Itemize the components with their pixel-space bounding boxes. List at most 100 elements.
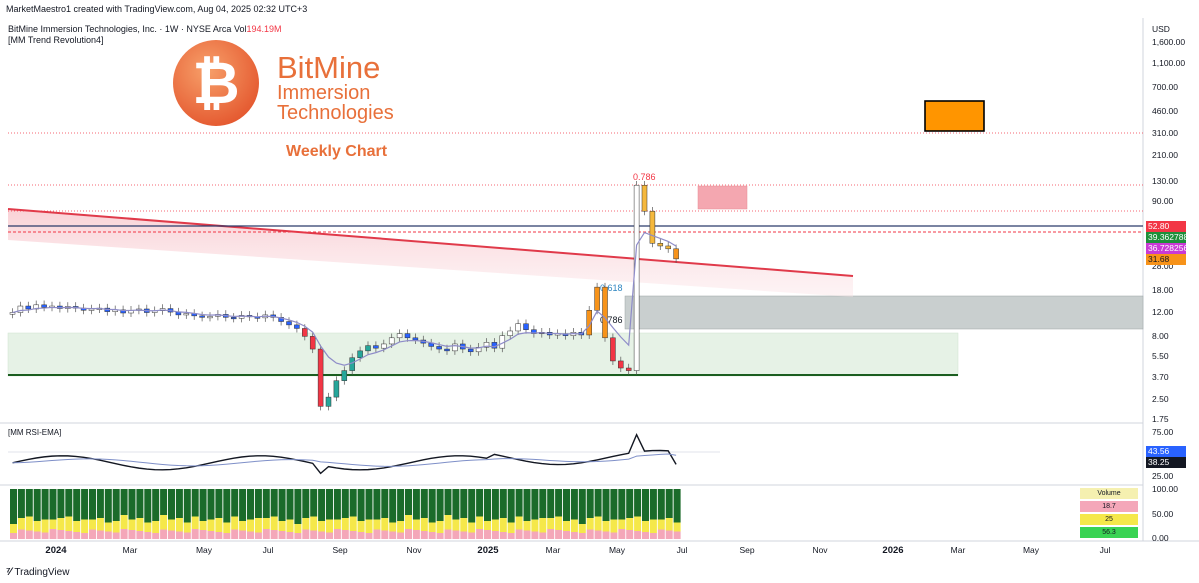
rsi-ema-line	[12, 453, 677, 467]
volume-bar-green	[33, 489, 41, 521]
volume-bar-red	[262, 529, 270, 539]
volume-bar-red	[10, 533, 17, 539]
time-axis-label: 2024	[45, 545, 67, 556]
candle-body	[641, 184, 648, 212]
price-axis-label: 2.50	[1152, 394, 1169, 404]
candle-body	[618, 360, 624, 369]
volume-bar-yellow	[128, 519, 136, 530]
volume-bar-green	[326, 489, 333, 520]
volume-bar-green	[555, 489, 563, 517]
volume-bar-green	[460, 489, 468, 518]
price-axis-label: 28.00	[1152, 261, 1174, 271]
volume-bar-yellow	[673, 522, 681, 532]
volume-axis: 100.00 50.00 0.00	[1152, 484, 1178, 543]
price-axis-label: 3.70	[1152, 372, 1169, 382]
volume-bar-red	[215, 532, 223, 539]
volume-bar-yellow	[397, 521, 405, 533]
candle-body	[17, 305, 24, 313]
volume-bar-green	[333, 489, 341, 520]
volume-bar-red	[618, 529, 626, 539]
volume-bar-red	[649, 533, 657, 539]
volume-axis-label: 100.00	[1152, 484, 1178, 494]
price-axis-label: 460.00	[1152, 106, 1178, 116]
candle-body	[278, 317, 284, 322]
time-axis-label: Jul	[263, 545, 274, 555]
volume-bar-yellow	[484, 521, 491, 530]
volume-bar-yellow	[73, 521, 81, 532]
volume-bar-yellow	[49, 519, 57, 529]
time-axis-label: Sep	[332, 545, 347, 555]
fib-label-mid: 0.618	[600, 283, 623, 293]
volume-bar-yellow	[294, 524, 302, 533]
volume-bar-green	[389, 489, 397, 523]
volume-bar-red	[444, 529, 452, 539]
candle-body	[309, 336, 316, 350]
volume-bar-green	[168, 489, 175, 520]
resistance-zone	[624, 295, 1144, 330]
indicator-title: [MM Trend Revolution4]	[8, 35, 104, 45]
price-axis: 1,600.00 1,100.00 700.00 460.00 310.00 210.00…	[1152, 37, 1185, 424]
rsi-tag-value: 38.25	[1146, 457, 1186, 468]
volume-bar-green	[254, 489, 262, 518]
candle-body	[88, 308, 95, 311]
volume-bar-red	[563, 531, 570, 539]
volume-bar-red	[326, 532, 333, 539]
demand-zone	[7, 332, 959, 377]
volume-bar-green	[594, 489, 602, 517]
volume-axis-label: 50.00	[1152, 509, 1174, 519]
volume-bar-green	[207, 489, 215, 520]
volume-bar-yellow	[531, 519, 539, 532]
volume-bar-green	[191, 489, 199, 517]
price-axis-label: 12.00	[1152, 307, 1174, 317]
volume-bar-green	[57, 489, 65, 518]
volume-bar-red	[278, 531, 286, 539]
volume-bar-yellow	[649, 519, 657, 533]
volume-bar-red	[539, 532, 547, 539]
volume-bar-yellow	[215, 518, 223, 532]
volume-bar-yellow	[318, 521, 326, 532]
volume-bar-green	[642, 489, 649, 521]
volume-bar-green	[452, 489, 460, 520]
volume-bar-green	[175, 489, 183, 518]
volume-bar-red	[665, 530, 673, 539]
volume-bar-green	[570, 489, 578, 520]
candle-body	[207, 316, 213, 319]
volume-bar-green	[262, 489, 270, 518]
candle-body	[373, 345, 379, 349]
currency-label: USD	[1152, 24, 1170, 34]
rsi-axis-label: 25.00	[1152, 471, 1174, 481]
volume-bar-yellow	[602, 521, 610, 532]
volume-bar-yellow	[247, 519, 254, 532]
volume-axis-label: 0.00	[1152, 533, 1169, 543]
volume-bar-yellow	[626, 518, 634, 530]
volume-bar-green	[491, 489, 499, 520]
volume-bar-red	[452, 530, 460, 539]
volume-bar-red	[128, 530, 136, 539]
rsi-tag-ema: 43.56	[1146, 446, 1186, 457]
candle-body	[388, 337, 395, 345]
volume-bar-green	[112, 489, 120, 521]
bitcoin-logo-icon	[173, 40, 259, 126]
volume-bar-green	[215, 489, 223, 518]
fib-label-top: 0.786	[633, 172, 656, 182]
volume-bar-red	[389, 531, 397, 539]
fib-label-low: 0.786	[600, 315, 623, 325]
volume-bar-green	[152, 489, 160, 521]
volume-bar-yellow	[270, 516, 278, 530]
volume-bar-red	[41, 532, 49, 539]
volume-bar-yellow	[634, 516, 642, 531]
symbol-title: BitMine Immersion Technologies, Inc. · 1…	[8, 24, 281, 34]
volume-bar-red	[381, 530, 389, 539]
volume-bar-yellow	[420, 518, 428, 531]
volume-bar-red	[657, 529, 665, 539]
candle-body	[452, 343, 458, 352]
bitcoin-symbol-icon: ₿	[192, 51, 239, 116]
volume-bar-yellow	[381, 518, 389, 531]
volume-bar-yellow	[278, 521, 286, 531]
volume-bar-yellow	[468, 522, 476, 533]
volume-bar-red	[104, 531, 112, 539]
volume-bar-green	[436, 489, 444, 521]
volume-bar-red	[642, 532, 649, 539]
volume-bar-green	[586, 489, 594, 518]
volume-bar-green	[310, 489, 318, 517]
